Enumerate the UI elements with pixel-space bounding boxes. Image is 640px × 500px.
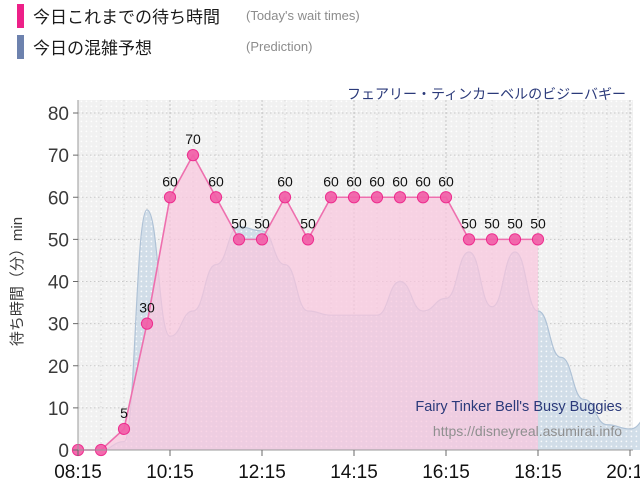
y-tick-label: 0 [58,441,69,462]
data-point [278,191,292,204]
watermark-url: https://disneyreal.asumirai.info [432,423,622,439]
legend-item-today: 今日これまでの待ち時間 (Today's wait times) [0,0,640,31]
chart-title: フェアリー・ティンカーベルのビジーバギー [346,86,626,102]
data-point-label: 60 [369,173,385,189]
y-tick-label: 30 [48,315,69,336]
x-tick-label: 14:15 [330,462,378,483]
legend-swatch-today [17,3,24,28]
x-tick-label: 16:15 [422,462,470,483]
data-point-label: 50 [300,215,316,231]
data-point [462,233,476,246]
legend-item-prediction: 今日の混雑予想 (Prediction) [0,31,640,62]
data-point-label: 60 [277,173,293,189]
data-point [347,191,361,204]
data-point-label: 5 [120,405,128,421]
legend-swatch-prediction [17,34,24,59]
data-point [140,317,154,330]
x-tick-label: 18:15 [514,462,562,483]
legend-label-today-en: (Today's wait times) [246,8,360,23]
data-point [186,149,200,162]
data-point-label: 50 [231,215,247,231]
legend-label-prediction-jp: 今日の混雑予想 [33,39,152,58]
data-point-label: 60 [415,173,431,189]
plot-area: 5 30 60 70 60 50 50 60 50 60 60 60 60 60 60 50 50 50 50 0 10… [0,100,640,500]
data-point [232,233,246,246]
legend-label-today-jp: 今日これまでの待ち時間 [33,8,220,27]
y-tick-label: 50 [48,230,69,251]
legend-label-prediction-en: (Prediction) [246,39,313,54]
data-point [370,191,384,204]
data-point-label: 60 [346,173,362,189]
y-axis-label: 待ち時間（分）min [9,217,26,346]
y-tick-label: 70 [48,146,69,167]
chart-svg: 5 30 60 70 60 50 50 60 50 60 60 60 60 60 60 50 50 50 50 0 10… [9,100,640,483]
data-point [324,191,338,204]
data-point [439,191,453,204]
data-point-label: 60 [208,173,224,189]
data-point [508,233,522,246]
data-point [117,422,131,436]
data-point [209,191,223,204]
data-point-label: 50 [484,215,500,231]
data-point [301,233,315,246]
data-point-label: 50 [461,215,477,231]
data-point [163,191,177,204]
data-point-label: 50 [530,215,546,231]
data-point-label: 60 [323,173,339,189]
y-tick-label: 80 [48,104,69,125]
x-tick-label: 08:15 [54,462,102,483]
data-point-label: 50 [254,215,270,231]
data-point-label: 70 [185,131,201,147]
data-point [255,233,269,246]
data-point-label: 60 [392,173,408,189]
data-point [416,191,430,204]
watermark-name: Fairy Tinker Bell's Busy Buggies [415,399,622,415]
y-tick-label: 20 [48,357,69,378]
data-point-label: 30 [139,300,155,316]
y-tick-label: 60 [48,188,69,209]
data-point-label: 50 [507,215,523,231]
today-area [78,155,538,450]
data-point [485,233,499,246]
y-tick-label: 40 [48,273,69,294]
x-tick-label: 10:15 [146,462,194,483]
x-tick-label: 12:15 [238,462,286,483]
data-point [393,191,407,204]
x-tick-label: 20:15 [606,462,640,483]
y-tick-label: 10 [48,399,69,420]
legend: 今日これまでの待ち時間 (Today's wait times) 今日の混雑予想… [0,0,640,62]
data-point [531,233,545,246]
data-point-label: 60 [162,173,178,189]
data-point-label: 60 [438,173,454,189]
